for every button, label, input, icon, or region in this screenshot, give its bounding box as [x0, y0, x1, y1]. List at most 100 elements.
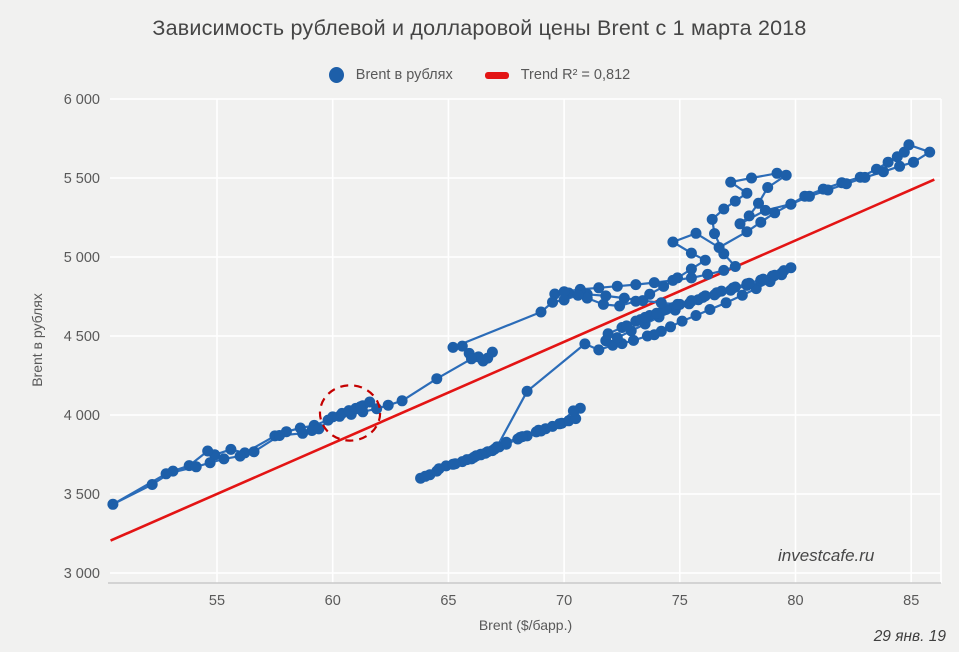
data-point: [644, 288, 656, 300]
series-marker-icon: [328, 67, 344, 83]
data-point: [621, 320, 633, 332]
data-point: [274, 430, 285, 441]
data-point: [718, 203, 730, 215]
data-point: [699, 254, 711, 266]
y-tick-label: 4 500: [64, 329, 100, 345]
data-point: [447, 341, 459, 353]
y-tick-label: 4 000: [64, 408, 100, 424]
data-point: [558, 294, 570, 306]
data-point: [769, 207, 781, 219]
data-point: [709, 228, 720, 240]
data-point: [699, 290, 711, 302]
data-point: [780, 169, 792, 181]
data-point: [558, 286, 570, 298]
data-point: [769, 269, 781, 281]
data-point: [746, 172, 757, 184]
data-point: [716, 285, 727, 297]
data-point: [822, 184, 834, 196]
data-point: [470, 450, 482, 462]
x-tick-label: 75: [672, 593, 688, 609]
data-point: [364, 396, 376, 408]
data-point: [327, 411, 339, 423]
data-point: [486, 346, 498, 358]
data-point: [355, 401, 366, 413]
highlight-circle: [318, 384, 382, 442]
data-point: [234, 450, 246, 462]
watermark: investcafe.ru: [778, 546, 875, 565]
date-label: 29 янв. 19: [873, 628, 946, 645]
data-point: [713, 242, 725, 253]
data-point: [736, 289, 748, 301]
x-tick-label: 70: [556, 593, 572, 609]
y-tick-label: 6 000: [64, 92, 100, 108]
data-point: [725, 176, 737, 188]
data-point: [491, 441, 503, 453]
data-point: [720, 297, 732, 309]
data-point: [618, 292, 630, 304]
data-point: [762, 182, 774, 193]
data-point: [456, 340, 468, 352]
data-point: [685, 295, 697, 307]
data-point: [593, 282, 605, 294]
data-point: [581, 292, 593, 304]
data-point: [743, 210, 755, 222]
data-point: [903, 139, 915, 151]
data-point: [466, 353, 477, 365]
data-point: [477, 355, 489, 367]
data-point: [461, 454, 473, 466]
data-point: [924, 146, 936, 158]
data-point: [630, 295, 642, 307]
data-point: [658, 280, 670, 292]
data-point: [667, 236, 679, 248]
data-point: [554, 418, 565, 430]
data-point: [704, 304, 716, 315]
data-point: [672, 298, 683, 310]
data-point: [729, 195, 741, 207]
data-point: [535, 425, 547, 437]
data-point: [396, 395, 408, 407]
data-point: [572, 289, 584, 301]
data-point: [639, 311, 651, 323]
legend-trend-label: Trend R² = 0,812: [520, 67, 631, 83]
data-point: [567, 405, 579, 417]
data-point: [547, 296, 558, 308]
x-tick-label: 65: [440, 593, 456, 609]
data-point: [734, 218, 746, 230]
data-point: [107, 498, 119, 510]
data-point: [651, 307, 663, 319]
data-point: [433, 463, 445, 475]
chart-title: Зависимость рублевой и долларовой цены B…: [152, 16, 807, 40]
data-point: [785, 198, 797, 210]
y-tick-label: 3 000: [64, 566, 100, 582]
data-point: [382, 399, 394, 411]
data-point: [685, 263, 697, 275]
data-point: [665, 321, 676, 333]
x-tick-label: 85: [903, 593, 919, 609]
data-point: [516, 431, 528, 443]
legend: Brent в рублях Trend R² = 0,812: [0, 67, 959, 83]
data-point: [190, 461, 202, 473]
data-point: [729, 261, 741, 272]
data-point: [877, 166, 889, 178]
data-point: [202, 445, 214, 457]
data-point: [611, 332, 623, 344]
data-point: [840, 178, 852, 190]
data-point: [655, 297, 667, 309]
data-point: [690, 310, 702, 321]
legend-series-label: Brent в рублях: [355, 67, 453, 83]
data-point: [755, 216, 767, 228]
data-point: [672, 272, 683, 284]
data-point: [757, 273, 769, 285]
data-point: [297, 427, 309, 439]
data-point: [676, 315, 688, 327]
data-point: [225, 443, 237, 455]
y-axis-title: Brent в рублях: [29, 293, 45, 387]
data-point: [771, 167, 783, 179]
data-point: [753, 197, 764, 209]
data-point: [500, 436, 512, 448]
data-point: [419, 470, 431, 482]
x-axis-title: Brent ($/барр.): [478, 617, 573, 633]
data-point: [431, 373, 443, 385]
